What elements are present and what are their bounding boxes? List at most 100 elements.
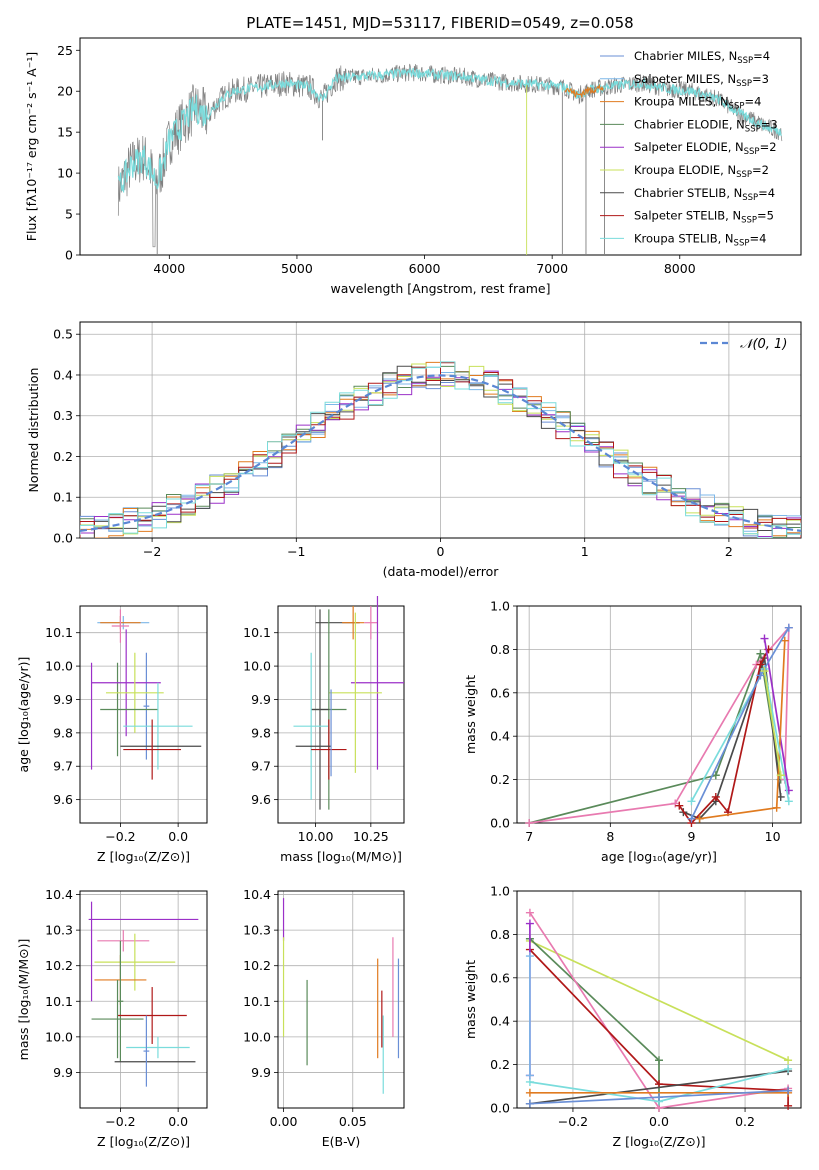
legend-count: =3 — [752, 72, 769, 86]
weight-line — [763, 638, 790, 791]
y-tick-label: 0.8 — [490, 927, 510, 942]
legend-label: Kroupa MILES, N — [634, 95, 729, 109]
x-tick-label: 0.0 — [649, 1114, 669, 1129]
y-tick-label: 9.9 — [251, 1065, 271, 1080]
y-tick-label: 10 — [57, 166, 73, 181]
x-tick-label: 9 — [687, 829, 695, 844]
weight-vs-age-panel: 7 8 9 10 0.0 0.2 0.4 0.6 0.8 1.0 age [log₁₀(age/yr… — [463, 599, 802, 864]
y-tick-label: 10.0 — [45, 659, 73, 674]
y-axis-label: age [log₁₀(age/yr)] — [16, 657, 31, 773]
x-tick-label: 4000 — [153, 261, 185, 276]
y-tick-label: 10.3 — [243, 923, 271, 938]
legend-subscript: SSP — [742, 193, 758, 203]
y-tick-label: 9.6 — [53, 792, 73, 807]
y-tick-label: 0.0 — [490, 816, 510, 831]
y-tick-label: 0.6 — [490, 970, 510, 985]
y-axis-label: mass [log₁₀(M/M⊙)] — [16, 939, 31, 1061]
weight-marker — [784, 1064, 793, 1073]
weight-marker — [655, 1056, 663, 1065]
weight-line — [529, 949, 789, 1106]
x-tick-label: −0.2 — [558, 1114, 588, 1129]
x-tick-label: 7 — [525, 829, 533, 844]
y-tick-label: 0.0 — [53, 531, 73, 546]
x-tick-label: 5000 — [281, 261, 313, 276]
figure-title: PLATE=1451, MJD=53117, FIBERID=0549, z=0… — [246, 14, 633, 32]
weight-line — [678, 649, 770, 825]
x-tick-label: 10.25 — [353, 829, 389, 844]
weight-marker — [525, 919, 534, 928]
x-tick-label: 7000 — [536, 261, 568, 276]
legend-entry: Salpeter STELIB, NSSP=5 — [634, 209, 774, 226]
y-tick-label: 25 — [57, 43, 73, 58]
y-tick-label: 10.0 — [243, 1029, 271, 1044]
legend-subscript: SSP — [745, 124, 761, 134]
y-tick-label: 10.3 — [45, 923, 73, 938]
y-tick-label: 9.9 — [53, 1065, 73, 1080]
y-tick-label: 10.1 — [45, 625, 73, 640]
x-tick-label: 10 — [765, 829, 781, 844]
y-tick-label: 0.6 — [490, 685, 510, 700]
x-tick-label: 2 — [725, 544, 733, 559]
legend-label: Chabrier ELODIE, N — [634, 117, 745, 131]
y-axis-label: Normed distribution — [26, 368, 41, 493]
y-tick-label: 0.1 — [53, 490, 73, 505]
y-tick-label: 0.8 — [490, 642, 510, 657]
legend-label: Chabrier MILES, N — [634, 49, 737, 63]
weight-marker — [756, 660, 765, 669]
x-tick-label: 0 — [437, 544, 445, 559]
weight-marker — [525, 952, 534, 961]
weight-vs-metallicity-panel: −0.2 0.0 0.2 0.0 0.2 0.4 0.6 0.8 1.0 Z [log₁₀(Z/Z… — [463, 884, 802, 1149]
legend-entry: Kroupa STELIB, NSSP=4 — [634, 231, 766, 248]
weight-marker — [525, 1099, 534, 1108]
legend-label: Kroupa ELODIE, N — [634, 163, 736, 177]
y-tick-label: 0 — [65, 248, 73, 263]
y-tick-label: 9.9 — [53, 692, 73, 707]
weight-marker — [756, 649, 765, 658]
axes-frame — [516, 605, 802, 824]
weight-marker — [675, 801, 684, 810]
legend-subscript: SSP — [729, 102, 745, 112]
legend-count: =4 — [744, 95, 761, 109]
axes-frame — [79, 37, 802, 256]
legend-subscript: SSP — [736, 79, 752, 89]
y-tick-label: 9.8 — [53, 725, 73, 740]
y-tick-label: 1.0 — [490, 599, 510, 614]
legend-count: =3 — [761, 117, 778, 131]
x-tick-label: 8 — [606, 829, 614, 844]
y-tick-label: 9.7 — [53, 759, 73, 774]
x-tick-label: 0.2 — [735, 1114, 755, 1129]
y-tick-label: 0.3 — [53, 408, 73, 423]
mass-vs-metallicity-panel: −0.2 0.0 9.9 10.0 10.1 10.2 10.3 10.4 Z [log₁₀(Z… — [16, 887, 208, 1149]
weight-line — [529, 1070, 789, 1105]
legend-subscript: SSP — [737, 56, 753, 66]
legend-label: Kroupa STELIB, N — [634, 231, 734, 245]
y-tick-label: 0.2 — [53, 449, 73, 464]
legend-entry: Kroupa ELODIE, NSSP=2 — [634, 163, 769, 180]
x-axis-label: (data-model)/error — [383, 564, 500, 579]
age-vs-mass-panel: 10.00 10.25 9.6 9.7 9.8 9.9 10.0 10.1 mass [log₁… — [243, 595, 405, 864]
x-axis-label: E(B-V) — [322, 1134, 361, 1149]
y-axis-label: mass weight — [463, 960, 478, 1039]
y-tick-label: 10.2 — [45, 958, 73, 973]
legend-entry: Chabrier ELODIE, NSSP=3 — [634, 117, 778, 134]
legend-entry: Chabrier MILES, NSSP=4 — [634, 49, 770, 66]
weight-line — [763, 670, 782, 776]
x-axis-label: Z [log₁₀(Z/Z⊙)] — [613, 1134, 706, 1149]
x-tick-label: 0.00 — [270, 1114, 298, 1129]
y-tick-label: 0.4 — [53, 367, 73, 382]
weight-marker — [772, 803, 781, 812]
y-tick-label: 0.5 — [53, 327, 73, 342]
legend-count: =5 — [757, 209, 774, 223]
weight-marker — [711, 792, 720, 801]
weight-marker — [784, 1101, 793, 1110]
x-tick-label: 1 — [581, 544, 589, 559]
x-tick-label: −1 — [287, 544, 305, 559]
residual-histogram-kroupa-stelib — [80, 361, 801, 538]
legend-entry: Salpeter MILES, NSSP=3 — [634, 72, 769, 89]
weight-marker — [756, 671, 765, 680]
y-tick-label: 9.7 — [251, 759, 271, 774]
legend-subscript: SSP — [734, 238, 750, 248]
x-tick-label: 0.0 — [168, 1114, 188, 1129]
weight-marker — [525, 1071, 534, 1080]
